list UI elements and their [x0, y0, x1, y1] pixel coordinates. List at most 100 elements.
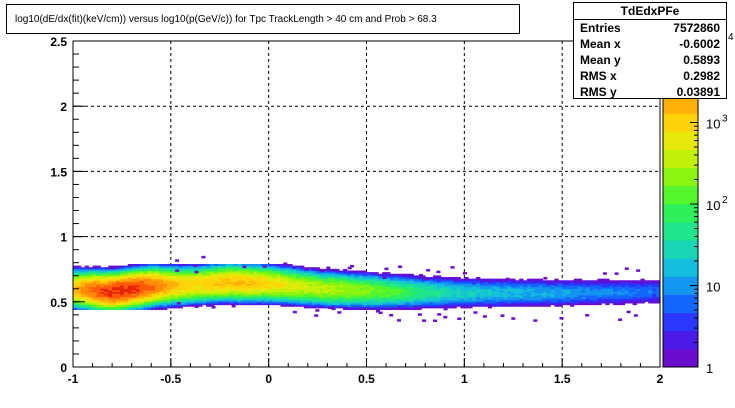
heatmap-cell	[433, 303, 438, 306]
heatmap-cell	[155, 275, 160, 278]
heatmap-cell	[206, 296, 211, 299]
heatmap-cell	[256, 267, 262, 270]
heatmap-cell	[108, 296, 113, 299]
heatmap-cell	[299, 272, 305, 275]
heatmap-cell	[178, 270, 183, 273]
heatmap-cell	[327, 293, 332, 296]
heatmap-cell	[237, 298, 242, 301]
heatmap-cell	[163, 285, 168, 288]
heatmap-cell	[166, 306, 172, 309]
heatmap-cell	[346, 299, 352, 302]
heatmap-cell	[511, 283, 516, 286]
heatmap-cell	[116, 277, 121, 280]
heatmap-cell	[429, 278, 434, 281]
heatmap-cell	[421, 290, 426, 293]
heatmap-cell	[436, 278, 442, 281]
heatmap-cell	[88, 280, 93, 283]
heatmap-cell	[194, 290, 199, 293]
heatmap-cell	[104, 268, 109, 271]
heatmap-cell	[374, 299, 379, 302]
heatmap-cell	[213, 288, 219, 291]
heatmap-cell	[613, 288, 618, 291]
heatmap-cell	[350, 303, 356, 306]
heatmap-cell	[311, 283, 317, 286]
heatmap-cell	[534, 281, 540, 284]
heatmap-cell	[311, 298, 317, 301]
heatmap-cell	[628, 290, 633, 293]
heatmap-cell	[213, 273, 219, 276]
heatmap-cell	[202, 273, 207, 276]
heatmap-cell	[417, 286, 422, 289]
heatmap-cell	[456, 299, 461, 302]
heatmap-cell	[299, 270, 305, 273]
heatmap-cell	[143, 306, 148, 309]
heatmap-cell	[311, 299, 317, 302]
heatmap-cell	[538, 281, 543, 284]
heatmap-cell	[229, 286, 234, 289]
stats-label: RMS x	[580, 69, 617, 83]
heatmap-cell	[256, 273, 262, 276]
heatmap-cell	[147, 281, 152, 284]
heatmap-cell	[253, 281, 258, 284]
heatmap-cell	[378, 298, 383, 301]
heatmap-cell	[601, 299, 606, 302]
heatmap-cell	[170, 290, 176, 293]
heatmap-cell	[241, 291, 246, 294]
heatmap-cell	[135, 299, 140, 302]
heatmap-cell	[374, 294, 379, 297]
heatmap-cell	[370, 285, 375, 288]
heatmap-cell	[139, 298, 144, 301]
heatmap-cell	[491, 304, 497, 307]
heatmap-cell	[221, 283, 227, 286]
heatmap-cell	[256, 270, 262, 273]
heatmap-cell	[413, 281, 418, 284]
heatmap-cell	[119, 275, 125, 278]
heatmap-cell	[468, 301, 473, 304]
heatmap-cell	[577, 286, 583, 289]
heatmap-cell	[616, 285, 622, 288]
heatmap-cell	[182, 278, 187, 281]
heatmap-cell	[237, 291, 242, 294]
heatmap-cell	[139, 285, 144, 288]
heatmap-cell	[186, 267, 191, 270]
heatmap-cell	[656, 286, 661, 289]
heatmap-cell	[311, 296, 317, 299]
heatmap-cell	[331, 306, 336, 309]
heatmap-cell	[487, 283, 493, 286]
heatmap-cell	[585, 281, 590, 284]
heatmap-cell	[104, 281, 109, 284]
heatmap-cell	[401, 306, 407, 309]
heatmap-cell	[151, 307, 156, 311]
heatmap-cell	[299, 277, 305, 280]
heatmap-cell	[530, 285, 536, 288]
heatmap-cell	[538, 298, 543, 301]
heatmap-cell	[292, 303, 297, 306]
heatmap-cell	[421, 298, 426, 301]
heatmap-cell	[116, 270, 121, 273]
heatmap-cell	[143, 293, 148, 296]
heatmap-cell	[127, 281, 133, 284]
heatmap-cell	[233, 294, 238, 297]
heatmap-cell	[346, 273, 352, 276]
heatmap-cell	[88, 301, 93, 304]
heatmap-cell	[119, 307, 125, 311]
heatmap-cell	[386, 307, 391, 311]
heatmap-cell	[519, 286, 524, 289]
heatmap-cell	[241, 286, 246, 289]
heatmap-cell	[358, 304, 363, 307]
heatmap-cell	[425, 286, 430, 289]
heatmap-cell	[198, 294, 203, 297]
heatmap-cell	[296, 270, 301, 273]
heatmap-cell	[534, 296, 540, 299]
heatmap-cell	[550, 294, 555, 297]
heatmap-cell	[350, 278, 356, 281]
heatmap-cell	[198, 281, 203, 284]
heatmap-cell	[515, 298, 520, 301]
heatmap-cell	[170, 267, 176, 270]
heatmap-cell	[409, 303, 414, 306]
heatmap-cell	[280, 299, 285, 302]
heatmap-cell	[253, 291, 258, 294]
heatmap-cell	[550, 291, 555, 294]
heatmap-cell	[178, 294, 183, 297]
heatmap-cell	[429, 296, 434, 299]
